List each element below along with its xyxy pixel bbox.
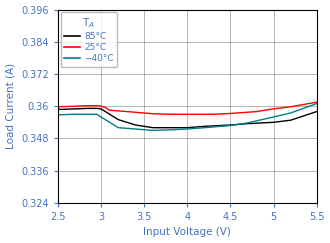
Legend: 85°C, 25°C, −40°C: 85°C, 25°C, −40°C xyxy=(61,12,117,67)
X-axis label: Input Voltage (V): Input Voltage (V) xyxy=(143,227,231,237)
Y-axis label: Load Current (A): Load Current (A) xyxy=(6,63,16,149)
